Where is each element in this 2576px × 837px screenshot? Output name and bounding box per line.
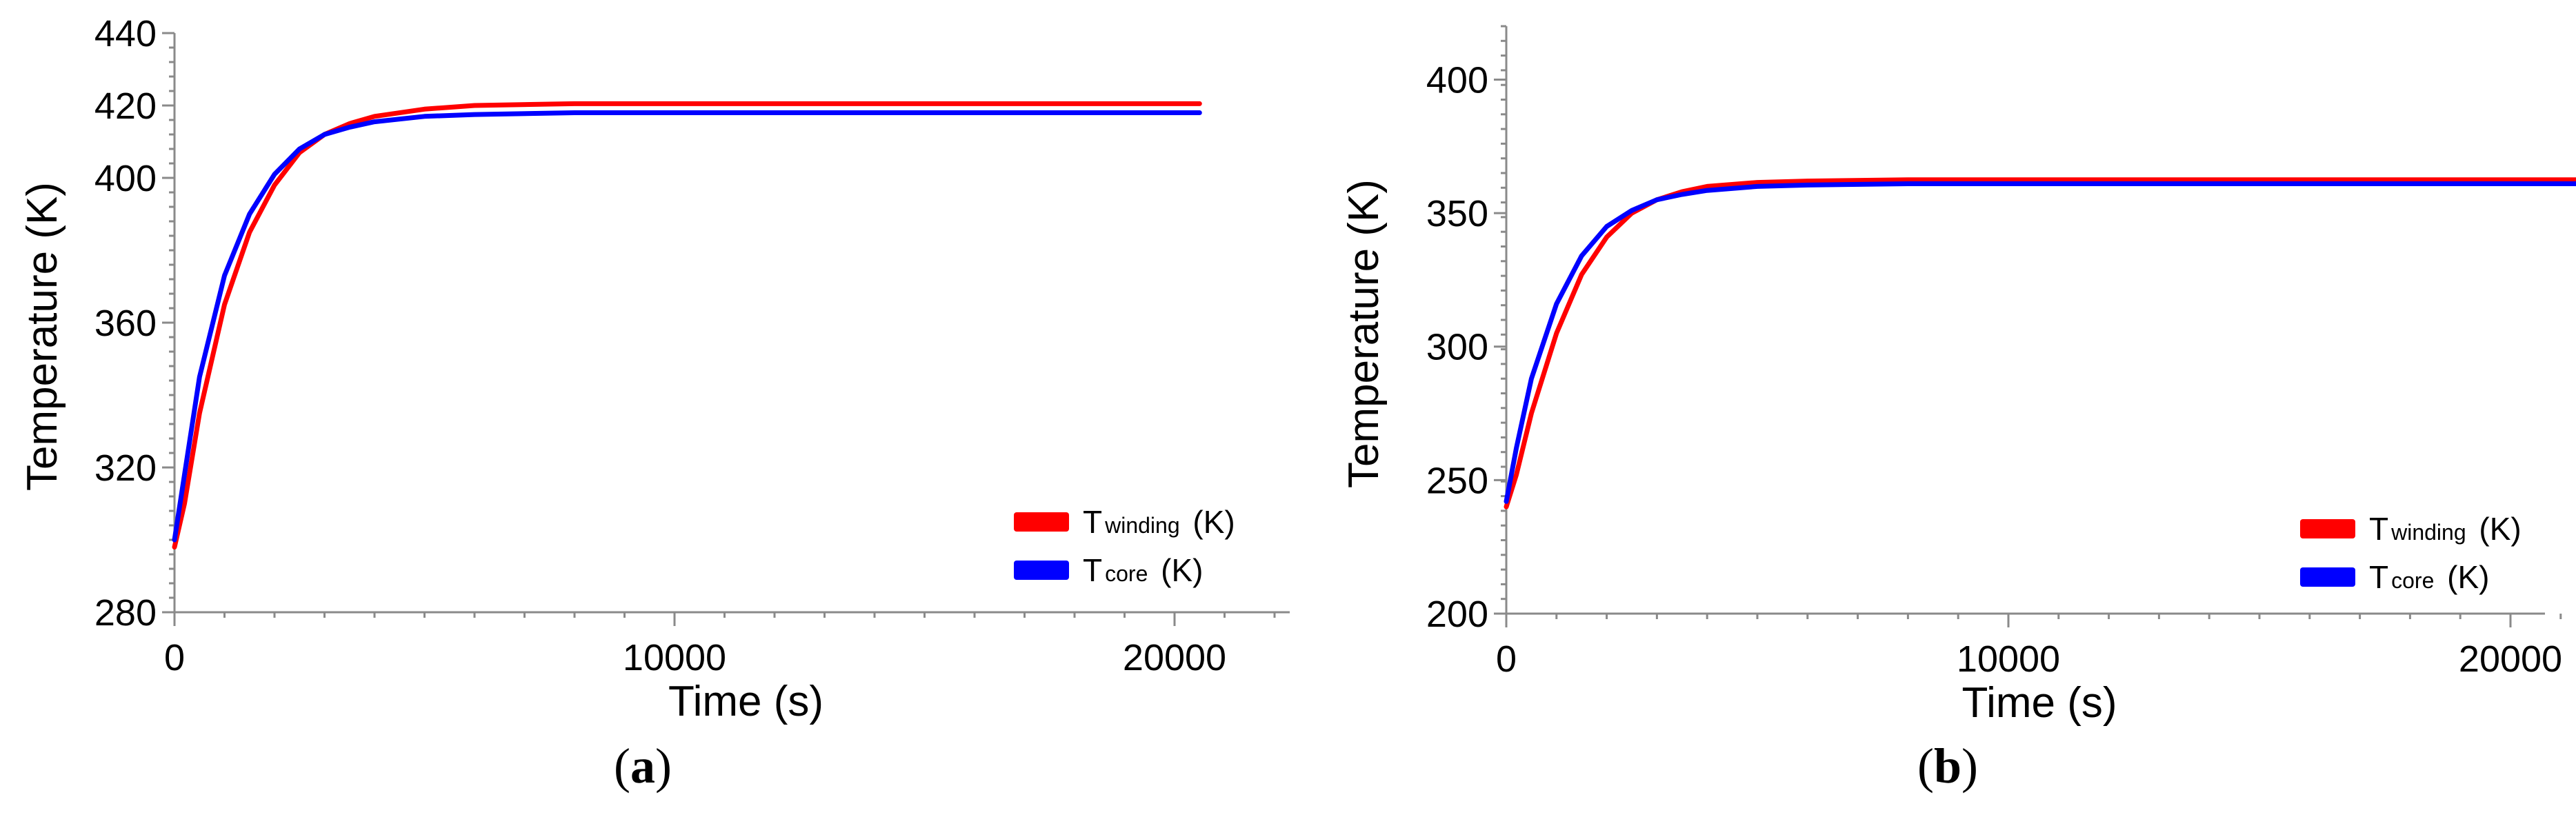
y-tick-label: 400 (94, 158, 157, 199)
panel-caption: (a) (614, 738, 672, 794)
y-tick-label: 300 (1426, 327, 1488, 368)
legend-swatch-core (1014, 561, 1069, 580)
y-tick-label: 280 (94, 592, 157, 634)
y-tick-label: 320 (94, 447, 157, 489)
series-line-winding (172, 101, 1202, 549)
chart-panel-a: 280 320 360 400 420 440 0 10000 20000 Time (s) Tem… (19, 13, 1290, 794)
y-tick-label: 200 (1426, 594, 1488, 635)
y-tick-label: 250 (1426, 460, 1488, 501)
x-tick-label: 20000 (2459, 638, 2562, 680)
x-axis-title: Time (s) (1962, 679, 2117, 727)
chart-panel-b: 200 250 300 350 400 0 10000 20000 Time (s) Temper… (1340, 25, 2576, 794)
panel-caption: (b) (1917, 738, 1978, 794)
legend-swatch-core (2300, 567, 2355, 587)
legend-swatch-winding (2300, 519, 2355, 538)
y-tick-label: 420 (94, 85, 157, 127)
x-tick-label: 20000 (1123, 637, 1226, 678)
x-tick-label: 10000 (623, 637, 726, 678)
series-line-core (1504, 181, 2576, 504)
legend-swatch-winding (1014, 512, 1069, 532)
y-axis-title: Temperature (K) (1340, 179, 1388, 488)
y-tick-label: 400 (1426, 59, 1488, 101)
y-tick-label: 440 (94, 13, 157, 54)
x-tick-label: 0 (1496, 638, 1517, 680)
y-tick-label: 350 (1426, 193, 1488, 234)
x-axis-title: Time (s) (668, 678, 823, 725)
y-tick-label: 360 (94, 303, 157, 344)
series-line-core (172, 110, 1202, 543)
y-axis-title: Temperature (K) (19, 182, 66, 491)
series-line-winding (1504, 177, 2576, 510)
x-tick-label: 0 (164, 637, 185, 678)
x-tick-label: 10000 (1957, 638, 2060, 680)
